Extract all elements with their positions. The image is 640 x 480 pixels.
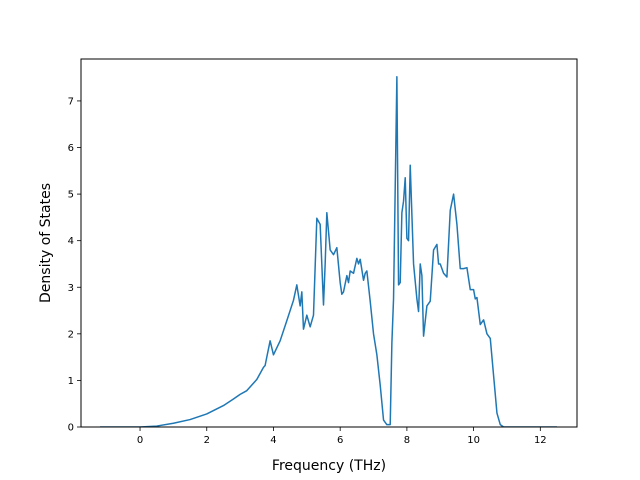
x-tick-label: 10 <box>467 435 480 446</box>
y-tick-label: 5 <box>68 190 74 201</box>
y-tick-label: 7 <box>68 96 74 107</box>
x-tick-label: 4 <box>270 435 276 446</box>
x-tick-label: 6 <box>337 435 343 446</box>
y-axis-label: Density of States <box>38 183 54 303</box>
axes-frame <box>80 58 578 428</box>
y-tick-label: 2 <box>68 329 74 340</box>
x-tick-label: 8 <box>404 435 410 446</box>
y-tick-label: 3 <box>68 283 74 294</box>
y-axis-ticks: 0 1 2 3 4 5 6 7 <box>68 96 81 434</box>
y-tick-label: 0 <box>68 423 74 434</box>
y-tick-label: 1 <box>68 376 74 387</box>
x-tick-label: 0 <box>137 435 143 446</box>
x-tick-label: 12 <box>534 435 547 446</box>
y-tick-label: 6 <box>68 143 74 154</box>
x-tick-label: 2 <box>204 435 210 446</box>
plot-area <box>100 75 557 427</box>
dos-series-line <box>100 75 557 427</box>
x-axis-ticks: 0 2 4 6 8 10 12 <box>137 427 547 446</box>
x-axis-label: Frequency (THz) <box>272 458 386 474</box>
y-tick-label: 4 <box>68 236 74 247</box>
